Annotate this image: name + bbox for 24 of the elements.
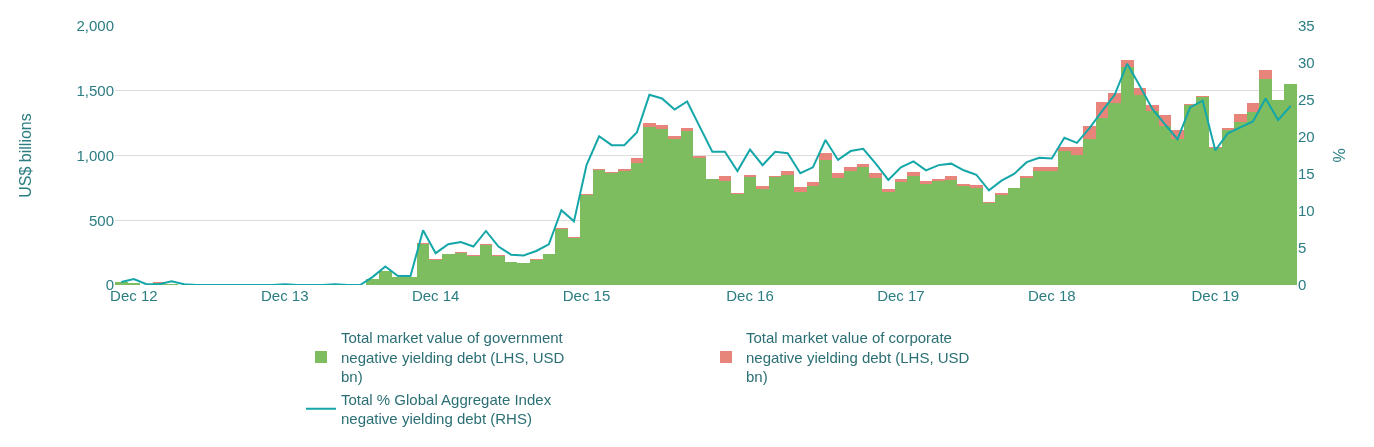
x-tick-label: Dec 16 <box>726 287 774 304</box>
legend-label: Total market value of government negative yielding debt (LHS, USD bn) <box>341 329 565 386</box>
y-tick-label: 1,500 <box>76 82 114 99</box>
y2-tick-label: 10 <box>1298 202 1315 220</box>
y-axis-title: US$ billions <box>17 113 35 198</box>
x-tick-label: Dec 15 <box>562 287 611 304</box>
x-tick-label: Dec 19 <box>1191 287 1240 304</box>
y2-tick-label: 0 <box>1298 276 1307 294</box>
x-tick-label: Dec 13 <box>260 287 309 304</box>
x-tick-label: Dec 14 <box>411 287 460 304</box>
legend-label: Total % Global Aggregate Index negative yielding debt (RHS) <box>341 390 552 428</box>
x-tick-label: Dec 18 <box>1028 287 1076 304</box>
legend-label: Total market value of corporate negative yielding debt (LHS, USD bn) <box>746 329 970 386</box>
y2-tick-label: 15 <box>1298 165 1315 183</box>
y2-tick-label: 25 <box>1298 91 1315 109</box>
y2-tick-label: 5 <box>1298 239 1307 257</box>
x-tick-label: Dec 17 <box>877 287 925 304</box>
y2-axis-title: % <box>1331 148 1349 163</box>
y2-tick-label: 35 <box>1298 17 1315 35</box>
y2-tick-label: 30 <box>1298 54 1315 72</box>
y-tick-label: 1,000 <box>76 146 114 164</box>
y-tick-label: 500 <box>88 211 114 229</box>
y2-tick-label: 20 <box>1298 128 1315 146</box>
y-tick-label: 2,000 <box>76 17 114 35</box>
